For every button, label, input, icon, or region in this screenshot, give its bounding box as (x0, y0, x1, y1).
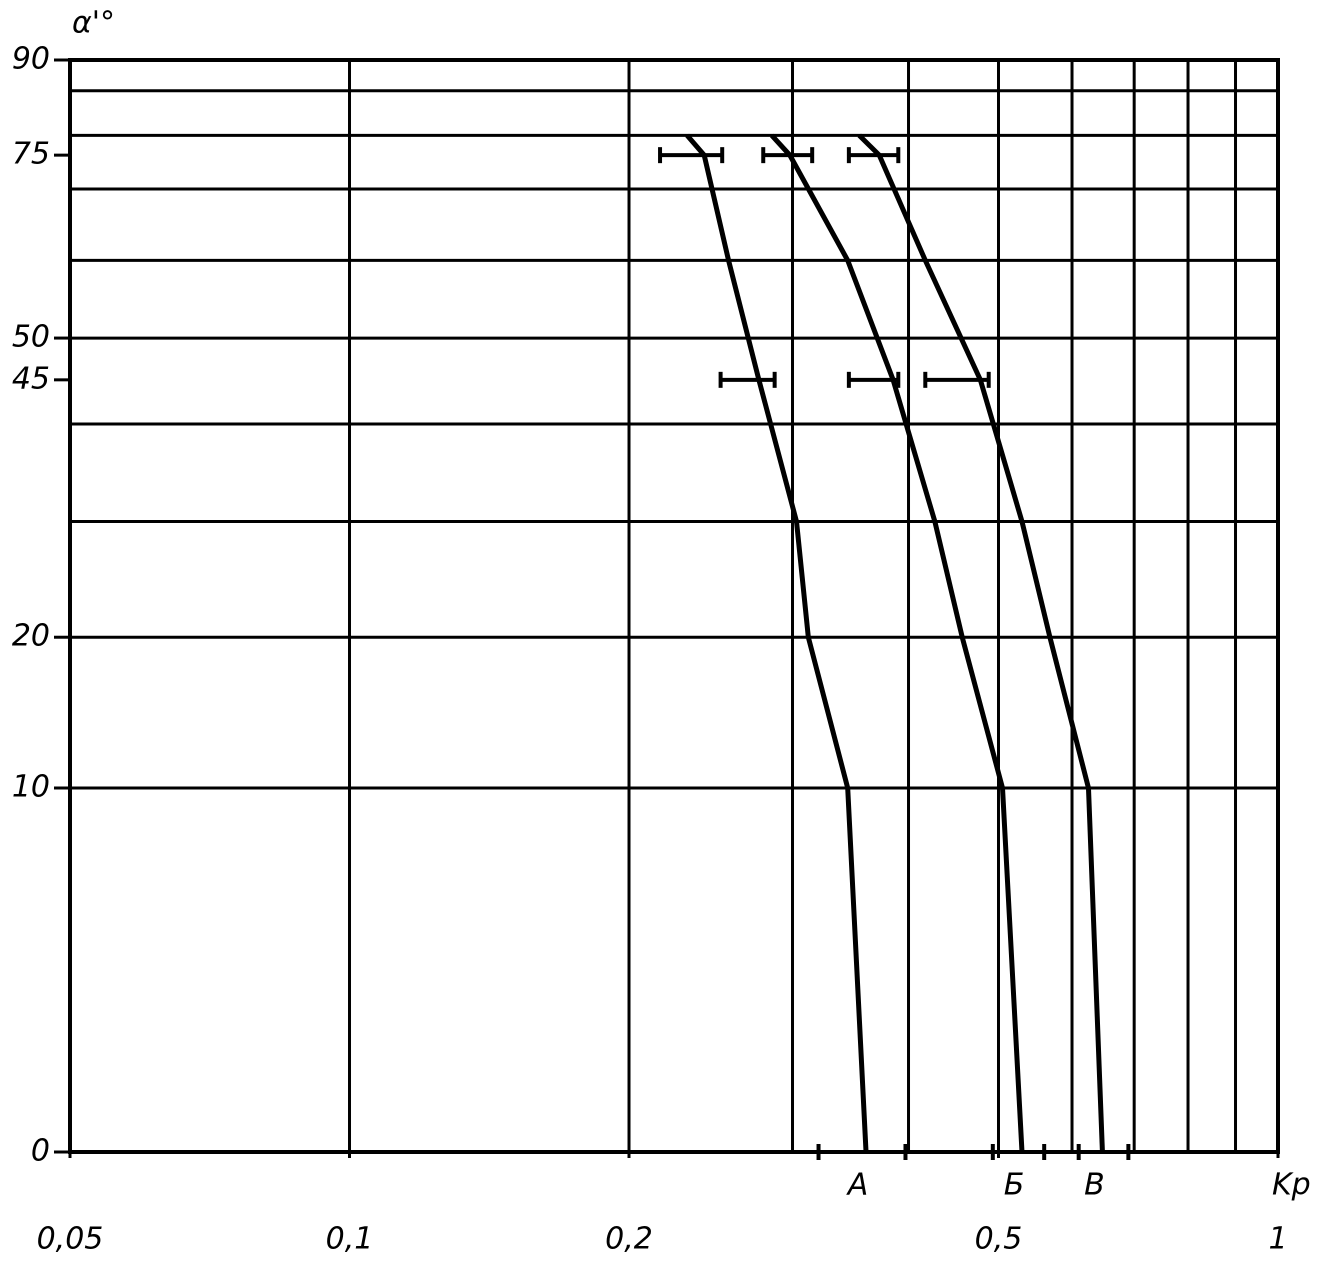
curve (857, 133, 1105, 1153)
series-label: А (846, 1168, 869, 1203)
y-tick-label: 45 (12, 361, 50, 396)
x-tick-label: 0,1 (326, 1222, 374, 1257)
x-tick-label: 0,5 (975, 1222, 1023, 1257)
x-tick-label: 1 (1268, 1222, 1287, 1257)
x-tick-label: 0,05 (37, 1222, 104, 1257)
plot-frame (68, 58, 1280, 1154)
series-label: Б (1004, 1168, 1025, 1203)
y-tick-label: 20 (12, 619, 50, 654)
y-tick-label: 90 (12, 42, 50, 77)
curve (685, 133, 869, 1153)
series-label: В (1084, 1168, 1105, 1203)
curve (769, 133, 1025, 1153)
y-tick-label: 50 (12, 320, 50, 355)
y-axis-label: α'° (72, 6, 115, 41)
y-tick-label: 10 (12, 770, 50, 805)
y-tick-label: 75 (12, 137, 50, 172)
x-axis-label: Kp (1272, 1168, 1311, 1203)
x-tick-label: 0,2 (605, 1222, 653, 1257)
y-tick-label: 0 (31, 1134, 50, 1169)
